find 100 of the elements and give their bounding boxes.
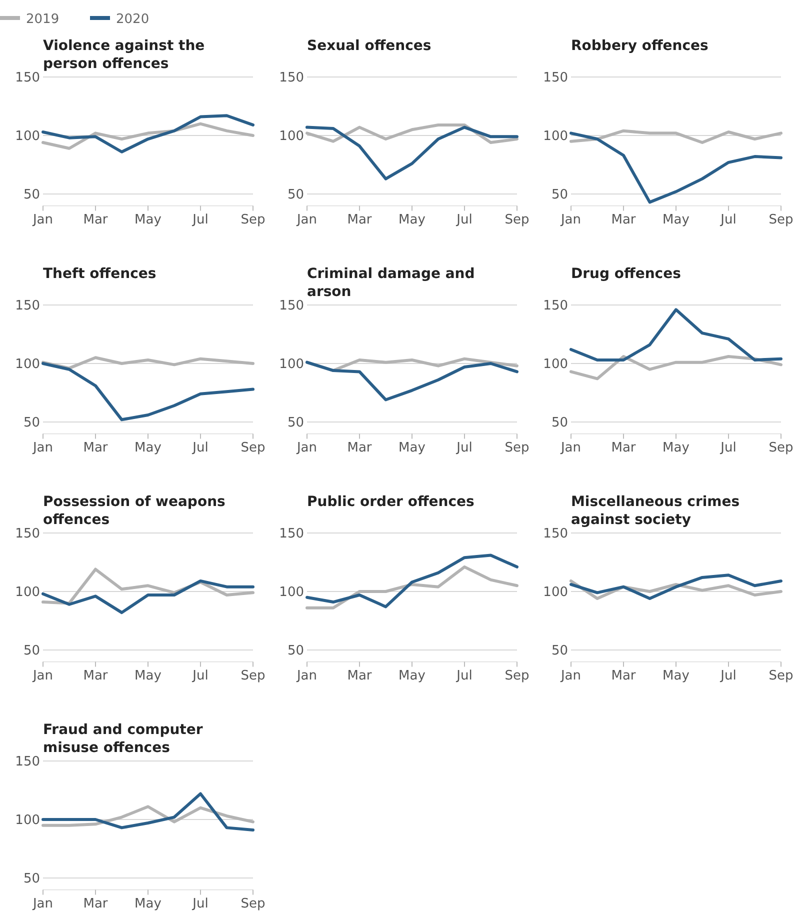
x-tick-label: Sep (768, 668, 794, 684)
x-tick-label: May (134, 212, 162, 228)
y-tick-label: 50 (23, 188, 40, 203)
y-tick-label: 150 (15, 70, 40, 86)
y-tick-label: 100 (543, 357, 568, 372)
y-tick-label: 100 (543, 129, 568, 144)
line-series (306, 123, 518, 144)
x-tick-label: May (398, 212, 426, 228)
y-tick-label: 100 (15, 585, 40, 600)
x-tick-label: Jul (720, 440, 736, 456)
x-tick-label: Mar (611, 440, 636, 456)
chart-title: Theft offences (43, 266, 156, 282)
y-tick-label: 150 (543, 298, 568, 314)
y-tick-label: 150 (279, 526, 304, 542)
x-tick-label: Mar (347, 440, 372, 456)
x-tick-label: May (662, 212, 690, 228)
x-tick-label: Sep (240, 668, 266, 684)
x-tick-label: Jan (560, 212, 582, 228)
x-tick-label: Jan (32, 896, 54, 912)
chart-title: Drug offences (571, 266, 681, 282)
y-tick-label: 150 (279, 298, 304, 314)
y-tick-label: 50 (287, 416, 304, 431)
y-tick-label: 50 (23, 416, 40, 431)
x-tick-label: May (134, 668, 162, 684)
x-tick-label: Jul (456, 212, 472, 228)
x-tick-label: Mar (83, 440, 108, 456)
line-series (570, 308, 782, 362)
legend-label: 2020 (116, 12, 150, 27)
x-tick-label: Jan (560, 440, 582, 456)
x-tick-label: Mar (611, 668, 636, 684)
x-tick-label: Sep (504, 668, 530, 684)
x-tick-label: Jul (456, 440, 472, 456)
x-tick-label: Sep (240, 896, 266, 912)
x-tick-label: Jan (296, 668, 318, 684)
chart-title: Sexual offences (307, 38, 432, 54)
chart-title: Criminal damage and arson (307, 266, 475, 300)
x-tick-label: Jul (192, 212, 208, 228)
x-tick-label: Jan (32, 668, 54, 684)
x-tick-label: Mar (83, 668, 108, 684)
line-series (306, 554, 518, 608)
x-tick-label: Sep (504, 212, 530, 228)
x-tick-label: Jul (192, 668, 208, 684)
x-tick-label: May (398, 668, 426, 684)
chart-title: Violence against the person offences (43, 38, 205, 72)
line-series (42, 122, 254, 150)
x-tick-label: Mar (347, 212, 372, 228)
x-tick-label: May (398, 440, 426, 456)
chart-title: Robbery offences (571, 38, 708, 54)
x-tick-label: Mar (83, 212, 108, 228)
x-tick-label: May (134, 896, 162, 912)
line-series (42, 114, 254, 154)
x-tick-label: Jul (456, 668, 472, 684)
x-tick-label: Sep (504, 440, 530, 456)
x-tick-label: Jul (720, 668, 736, 684)
line-series (306, 360, 518, 402)
x-tick-label: Jan (32, 212, 54, 228)
y-tick-label: 50 (23, 872, 40, 887)
x-tick-label: Mar (347, 668, 372, 684)
line-series (42, 792, 254, 832)
y-tick-label: 100 (15, 357, 40, 372)
chart-title: Miscellaneous crimes against society (571, 494, 740, 528)
chart-title: Public order offences (307, 494, 474, 510)
x-tick-label: May (662, 668, 690, 684)
y-tick-label: 50 (551, 188, 568, 203)
y-tick-label: 100 (279, 357, 304, 372)
y-tick-label: 150 (543, 70, 568, 86)
legend-label: 2019 (26, 12, 60, 27)
y-tick-label: 150 (15, 298, 40, 314)
line-series (570, 574, 782, 600)
y-tick-label: 150 (279, 70, 304, 86)
x-tick-label: Sep (768, 440, 794, 456)
y-tick-label: 100 (279, 585, 304, 600)
chart-title: Possession of weapons offences (43, 494, 226, 528)
x-tick-label: Jan (32, 440, 54, 456)
x-tick-label: Jan (560, 668, 582, 684)
x-tick-label: Jan (296, 440, 318, 456)
line-series (570, 132, 782, 204)
line-series (306, 565, 518, 610)
x-tick-label: Sep (240, 212, 266, 228)
y-tick-label: 50 (287, 188, 304, 203)
y-tick-label: 150 (543, 526, 568, 542)
y-tick-label: 150 (15, 754, 40, 770)
y-tick-label: 50 (551, 416, 568, 431)
line-series (306, 126, 518, 180)
x-tick-label: Jul (720, 212, 736, 228)
line-series (570, 129, 782, 144)
y-tick-label: 100 (15, 813, 40, 828)
chart-title: Fraud and computer misuse offences (43, 722, 203, 756)
x-tick-label: Sep (768, 212, 794, 228)
y-tick-label: 50 (287, 644, 304, 659)
y-tick-label: 100 (279, 129, 304, 144)
y-tick-label: 50 (551, 644, 568, 659)
x-tick-label: May (134, 440, 162, 456)
y-tick-label: 100 (15, 129, 40, 144)
y-tick-label: 50 (23, 644, 40, 659)
y-tick-label: 100 (543, 585, 568, 600)
y-tick-label: 150 (15, 526, 40, 542)
x-tick-label: Jan (296, 212, 318, 228)
x-tick-label: Jul (192, 440, 208, 456)
x-tick-label: May (662, 440, 690, 456)
